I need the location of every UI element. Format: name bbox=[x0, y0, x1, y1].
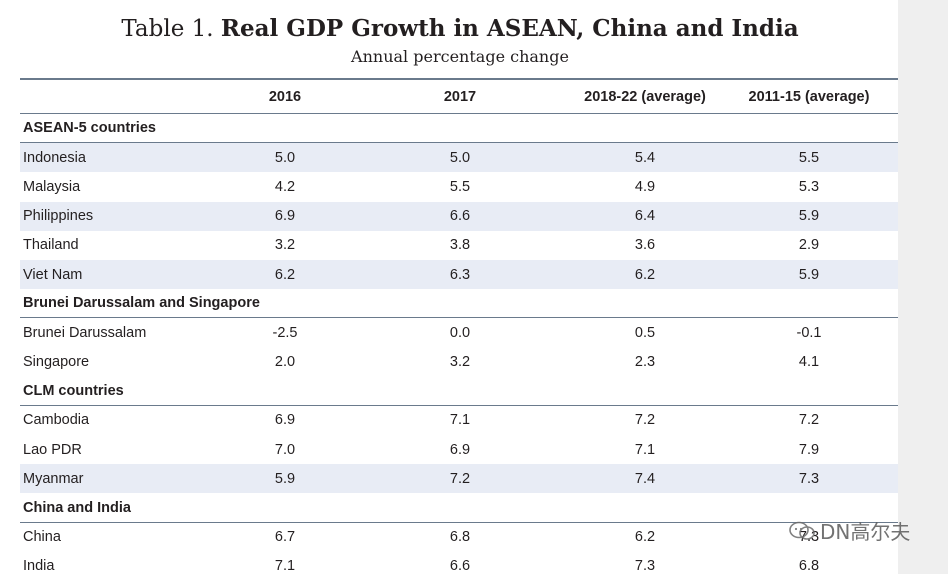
value-cell: 7.1 bbox=[274, 558, 296, 575]
chat-bubble-icon bbox=[789, 521, 815, 540]
country-label: Malaysia bbox=[23, 178, 81, 195]
country-label: Singapore bbox=[23, 354, 90, 371]
value-cell: 5.9 bbox=[798, 266, 820, 283]
value-cell: 7.0 bbox=[274, 441, 296, 458]
value-cell: 7.4 bbox=[634, 470, 656, 487]
header-cell: 2017 bbox=[443, 88, 477, 105]
table-row: Lao PDR 7.0 6.9 7.1 7.9 bbox=[20, 435, 898, 464]
value-cell: 6.2 bbox=[634, 266, 656, 283]
value-cell: 4.2 bbox=[274, 178, 296, 195]
table-row: Philippines 6.9 6.6 6.4 5.9 bbox=[20, 201, 898, 231]
country-label: Brunei Darussalam bbox=[23, 324, 147, 341]
table-group-row: CLM countries bbox=[20, 377, 898, 406]
country-label: India bbox=[23, 558, 55, 575]
value-cell: 6.2 bbox=[634, 529, 656, 546]
table-row: China 6.7 6.8 6.2 7.3 bbox=[20, 523, 898, 552]
table-title: Table 1. Real GDP Growth in ASEAN, China… bbox=[0, 14, 920, 44]
country-label: Thailand bbox=[23, 237, 79, 254]
table-row: Thailand 3.2 3.8 3.6 2.9 bbox=[20, 231, 898, 260]
watermark: DN高尔夫 bbox=[788, 516, 910, 545]
value-cell: 5.9 bbox=[274, 470, 296, 487]
value-cell: 7.1 bbox=[449, 412, 471, 429]
value-cell: 7.1 bbox=[634, 441, 656, 458]
group-label: CLM countries bbox=[23, 382, 124, 399]
value-cell: 6.8 bbox=[449, 529, 471, 546]
country-label: Lao PDR bbox=[23, 441, 82, 458]
table-group-row: China and India bbox=[20, 493, 898, 523]
value-cell: 5.4 bbox=[634, 149, 656, 166]
value-cell: 7.2 bbox=[634, 412, 656, 429]
page-edge-strip bbox=[898, 0, 948, 574]
value-cell: 6.9 bbox=[449, 441, 471, 458]
table-group-row: ASEAN-5 countries bbox=[20, 114, 898, 144]
value-cell: 0.5 bbox=[634, 324, 656, 341]
value-cell: 5.3 bbox=[798, 178, 820, 195]
value-cell: 2.0 bbox=[274, 354, 296, 371]
value-cell: 5.0 bbox=[449, 149, 471, 166]
watermark-text: DN高尔夫 bbox=[820, 520, 911, 544]
value-cell: 6.9 bbox=[274, 412, 296, 429]
value-cell: 5.0 bbox=[274, 149, 296, 166]
value-cell: 5.5 bbox=[798, 149, 820, 166]
table-row: Indonesia 5.0 5.0 5.4 5.5 bbox=[20, 143, 898, 173]
header-cell: 2016 bbox=[268, 88, 302, 105]
value-cell: 7.2 bbox=[798, 412, 820, 429]
value-cell: 7.9 bbox=[798, 441, 820, 458]
value-cell: 6.8 bbox=[798, 558, 820, 575]
table-subtitle: Annual percentage change bbox=[351, 47, 569, 66]
value-cell: 6.3 bbox=[449, 266, 471, 283]
gdp-table: 2016 2017 2018-22 (average) 2011-15 (ave… bbox=[20, 78, 898, 581]
table-row: Viet Nam 6.2 6.3 6.2 5.9 bbox=[20, 259, 898, 290]
value-cell: -0.1 bbox=[796, 324, 822, 341]
country-label: Myanmar bbox=[23, 470, 84, 487]
value-cell: 6.9 bbox=[274, 208, 296, 225]
group-label: China and India bbox=[23, 499, 131, 516]
value-cell: 3.2 bbox=[449, 354, 471, 371]
value-cell: 7.3 bbox=[798, 470, 820, 487]
header-cell: 2011-15 (average) bbox=[748, 88, 870, 105]
table-title-main: Real GDP Growth in ASEAN, China and Indi… bbox=[220, 15, 799, 42]
value-cell: 7.2 bbox=[449, 470, 471, 487]
table-group-row: Brunei Darussalam and Singapore bbox=[20, 289, 898, 319]
country-label: Philippines bbox=[23, 208, 94, 225]
value-cell: 6.7 bbox=[274, 529, 296, 546]
group-label: Brunei Darussalam and Singapore bbox=[23, 295, 260, 312]
country-label: Indonesia bbox=[23, 149, 86, 166]
value-cell: 3.2 bbox=[274, 237, 296, 254]
value-cell: 7.3 bbox=[634, 558, 656, 575]
table-row: Myanmar 5.9 7.2 7.4 7.3 bbox=[20, 464, 898, 494]
country-label: China bbox=[23, 529, 61, 546]
table-row: Brunei Darussalam -2.5 0.0 0.5 -0.1 bbox=[20, 318, 898, 347]
value-cell: 6.2 bbox=[274, 266, 296, 283]
value-cell: 6.4 bbox=[634, 208, 656, 225]
value-cell: 3.6 bbox=[634, 237, 656, 254]
value-cell: 5.5 bbox=[449, 178, 471, 195]
table-row: India 7.1 6.6 7.3 6.8 bbox=[20, 552, 898, 581]
value-cell: 2.9 bbox=[798, 237, 820, 254]
table-row: Malaysia 4.2 5.5 4.9 5.3 bbox=[20, 172, 898, 201]
table-title-prefix: Table 1. bbox=[121, 16, 214, 42]
value-cell: 0.0 bbox=[449, 324, 471, 341]
header-cell: 2018-22 (average) bbox=[584, 88, 706, 105]
country-label: Cambodia bbox=[23, 412, 90, 429]
value-cell: -2.5 bbox=[272, 324, 298, 341]
country-label: Viet Nam bbox=[23, 266, 83, 283]
table-header-row: 2016 2017 2018-22 (average) 2011-15 (ave… bbox=[20, 80, 898, 114]
value-cell: 6.6 bbox=[449, 208, 471, 225]
group-label: ASEAN-5 countries bbox=[23, 120, 156, 137]
value-cell: 6.6 bbox=[449, 558, 471, 575]
table-row: Singapore 2.0 3.2 2.3 4.1 bbox=[20, 348, 898, 377]
value-cell: 4.9 bbox=[634, 178, 656, 195]
value-cell: 4.1 bbox=[798, 354, 820, 371]
value-cell: 3.8 bbox=[449, 237, 471, 254]
table-row: Cambodia 6.9 7.1 7.2 7.2 bbox=[20, 406, 898, 435]
value-cell: 5.9 bbox=[798, 208, 820, 225]
value-cell: 2.3 bbox=[634, 354, 656, 371]
